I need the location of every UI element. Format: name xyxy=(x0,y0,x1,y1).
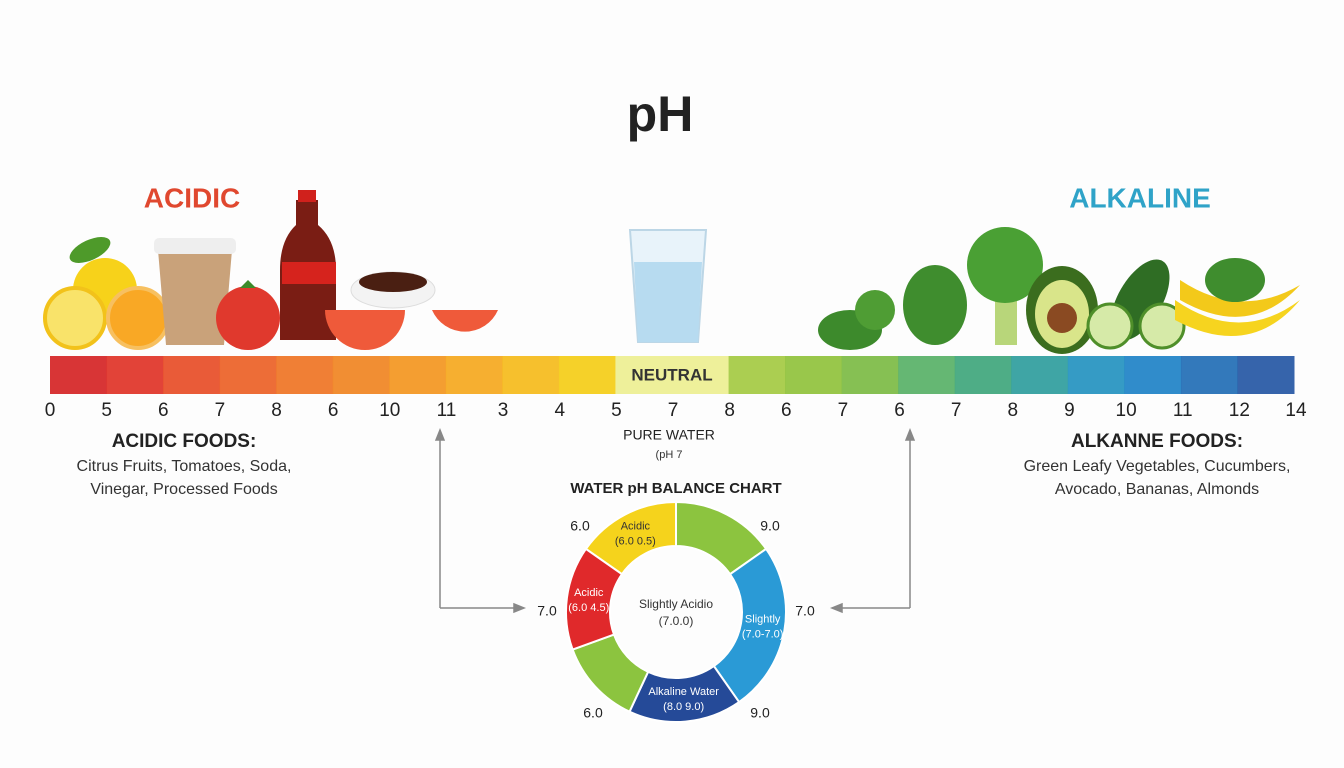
donut-outer-label: 7.0 xyxy=(795,603,815,619)
scale-label: 10 xyxy=(1116,400,1137,421)
alkaline-foods-line: Green Leafy Vegetables, Cucumbers, xyxy=(1024,458,1291,475)
scale-label: 6 xyxy=(894,400,905,421)
scale-label: 8 xyxy=(724,400,735,421)
donut-outer-label: 6.0 xyxy=(583,705,603,721)
segment-label: Alkaline Water xyxy=(648,686,719,698)
neutral-label: NEUTRAL xyxy=(631,365,712,384)
segment-label: (8.0 9.0) xyxy=(663,701,704,713)
scale-label: 7 xyxy=(215,400,226,421)
segment-label: (6.0 0.5) xyxy=(615,535,656,547)
scale-cell xyxy=(332,356,390,394)
scale-cell xyxy=(1237,356,1295,394)
scale-label: 14 xyxy=(1285,400,1307,421)
scale-label: 11 xyxy=(1173,400,1193,421)
acidic-label: ACIDIC xyxy=(144,182,240,213)
acidic-foods-line: Citrus Fruits, Tomatoes, Soda, xyxy=(77,458,292,475)
ph-scale: NEUTRAL 0 5 6 7 8 6 10 11 3 4 5 7 8 6 7 6 7 8 9 10 11 12 14 xyxy=(45,356,1307,421)
donut-outer-label: 9.0 xyxy=(760,518,780,534)
segment-label: Acidic xyxy=(621,520,651,532)
alkaline-label: ALKALINE xyxy=(1069,182,1211,213)
scale-label: 12 xyxy=(1229,400,1250,421)
pure-water-heading: PURE WATER xyxy=(623,427,715,443)
scale-cell xyxy=(50,356,108,394)
scale-label: 4 xyxy=(554,400,565,421)
neutral-cell xyxy=(615,356,729,394)
scale-cell xyxy=(1180,356,1238,394)
alkaline-foods-illustration xyxy=(818,227,1300,354)
segment-label: (7.0-7.0) xyxy=(742,629,784,641)
alkaline-foods-line: Avocado, Bananas, Almonds xyxy=(1055,481,1259,498)
ph-donut: Acidic (6.0 0.5) Slightly (7.0-7.0) Alkaline… xyxy=(537,500,815,723)
pure-water-note: (pH 7 xyxy=(656,449,683,461)
donut-outer-label: 9.0 xyxy=(750,705,770,721)
scale-label: 9 xyxy=(1064,400,1075,421)
scale-label: 8 xyxy=(271,400,282,421)
scale-label: 5 xyxy=(101,400,112,421)
donut-center-label: Slightly Acidio xyxy=(639,597,713,611)
scale-cell xyxy=(785,356,843,394)
donut-segment xyxy=(565,547,624,651)
scale-cell xyxy=(276,356,334,394)
scale-cell xyxy=(841,356,899,394)
scale-cell xyxy=(1124,356,1182,394)
acidic-foods-heading: ACIDIC FOODS: xyxy=(112,431,257,452)
water-glass-illustration xyxy=(628,229,708,343)
scale-cell xyxy=(1067,356,1125,394)
scale-cell xyxy=(502,356,560,394)
scale-cell xyxy=(728,356,786,394)
scale-cell xyxy=(163,356,221,394)
scale-label: 11 xyxy=(437,400,457,421)
scale-label: 7 xyxy=(838,400,849,421)
donut-outer-label: 7.0 xyxy=(537,603,557,619)
scale-cell xyxy=(106,356,164,394)
scale-label: 3 xyxy=(498,400,509,421)
scale-label: 0 xyxy=(45,400,56,421)
scale-label: 6 xyxy=(781,400,792,421)
scale-cell xyxy=(954,356,1012,394)
scale-cell xyxy=(219,356,277,394)
scale-cell xyxy=(1011,356,1069,394)
connector-arrows xyxy=(434,427,916,614)
scale-label: 10 xyxy=(379,400,400,421)
scale-cell xyxy=(445,356,503,394)
segment-label: (6.0 4.5) xyxy=(568,602,609,614)
donut-center-label: (7.0.0) xyxy=(659,614,694,628)
scale-label: 7 xyxy=(668,400,679,421)
alkaline-foods-heading: ALKANNE FOODS: xyxy=(1071,431,1243,452)
scale-cell xyxy=(389,356,447,394)
scale-label: 5 xyxy=(611,400,622,421)
scale-label: 6 xyxy=(158,400,169,421)
acidic-foods-illustration xyxy=(43,190,498,350)
scale-label: 8 xyxy=(1008,400,1019,421)
segment-label: Slightly xyxy=(745,614,781,626)
segment-label: Acidic xyxy=(574,587,604,599)
donut-title: WATER pH BALANCE CHART xyxy=(570,480,781,497)
acidic-foods-line: Vinegar, Processed Foods xyxy=(90,481,277,498)
title: pH xyxy=(627,86,694,142)
donut-outer-label: 6.0 xyxy=(570,518,590,534)
scale-cell xyxy=(898,356,956,394)
scale-label: 6 xyxy=(328,400,339,421)
scale-cell xyxy=(558,356,616,394)
scale-label: 7 xyxy=(951,400,962,421)
